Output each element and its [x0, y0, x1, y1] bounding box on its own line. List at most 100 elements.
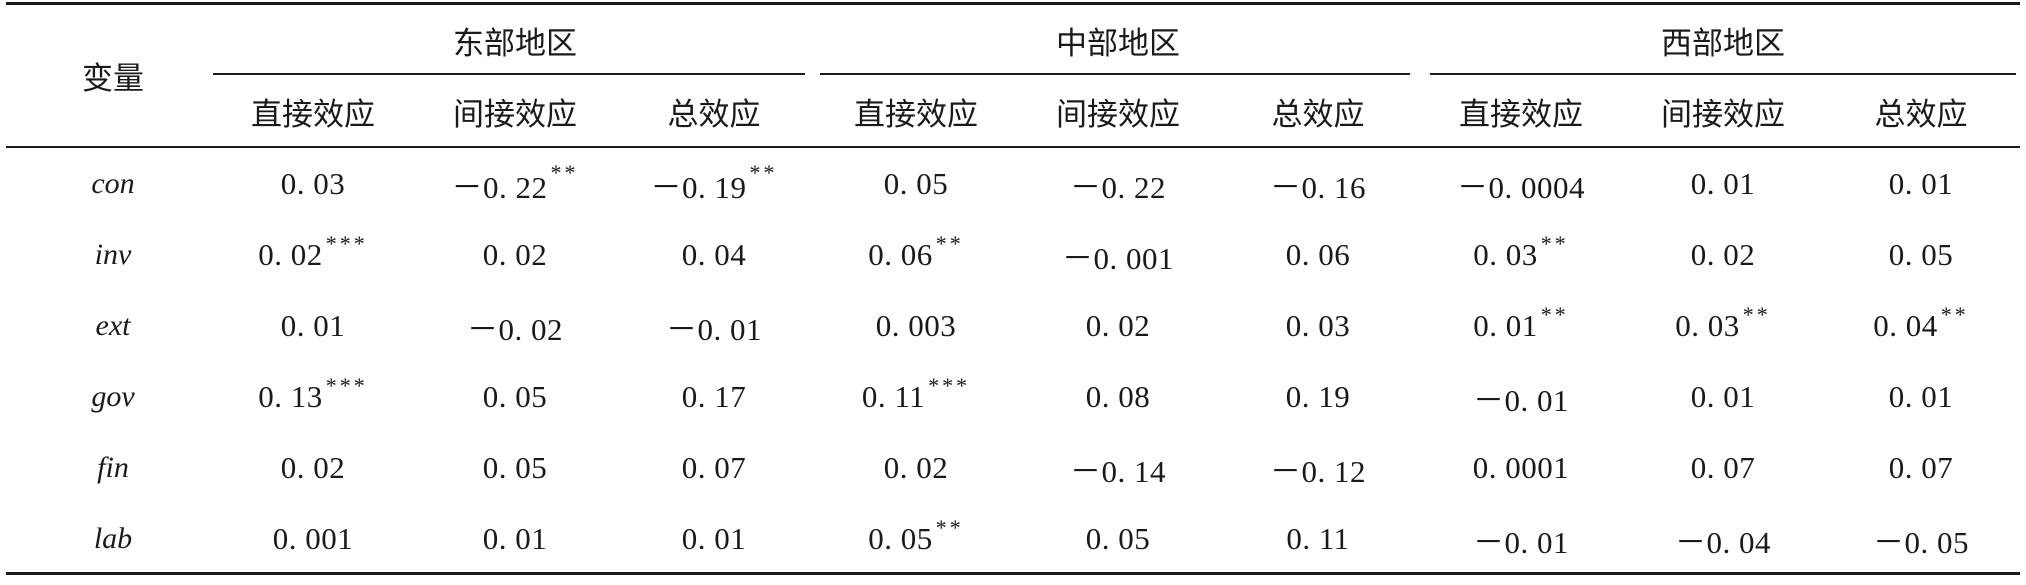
coefficient-value: 0. 01: [280, 308, 346, 343]
coefficient-cell: 0. 05: [816, 154, 1016, 214]
coefficient-cell: 0. 05: [1018, 509, 1218, 569]
coefficient-cell: 0. 03: [1218, 296, 1418, 356]
coefficient-value: 0. 01: [482, 521, 548, 556]
coefficient-cell: 0. 02 ***: [213, 225, 413, 285]
significance-stars: **: [935, 515, 964, 540]
coefficient-cell: 0. 003: [816, 296, 1016, 356]
coefficient-cell: 0. 05: [415, 438, 615, 498]
bottom-rule: [6, 572, 2020, 575]
coefficient-cell: 0. 03 **: [1623, 296, 1823, 356]
coefficient-cell: 0. 001: [213, 509, 413, 569]
coefficient-cell: 0. 01: [415, 509, 615, 569]
coefficient-cell: －0. 01: [614, 296, 814, 356]
coefficient-value: 0. 05: [482, 379, 548, 414]
significance-stars: **: [1940, 302, 1969, 327]
coefficient-value: －0. 12: [1270, 453, 1366, 489]
coefficient-cell: －0. 12: [1218, 438, 1418, 498]
effect-column-header: 间接效应: [453, 96, 577, 133]
coefficient-value: 0. 05: [1888, 237, 1954, 272]
coefficient-value: 0. 17: [681, 379, 747, 414]
coefficient-cell: 0. 19: [1218, 367, 1418, 427]
significance-stars: **: [749, 160, 778, 185]
coefficient-value: 0. 03: [1285, 308, 1351, 343]
coefficient-cell: 0. 02: [816, 438, 1016, 498]
variable-name: con: [91, 167, 135, 200]
coefficient-cell: －0. 01: [1421, 509, 1621, 569]
row-header-label: 变量: [82, 61, 144, 97]
coefficient-value: 0. 02: [280, 450, 346, 485]
group-underline: [213, 73, 805, 75]
coefficient-value: －0. 14: [1070, 453, 1166, 489]
coefficient-cell: 0. 04: [614, 225, 814, 285]
coefficient-cell: －0. 14: [1018, 438, 1218, 498]
coefficient-cell: 0. 06: [1218, 225, 1418, 285]
significance-stars: **: [1540, 231, 1569, 256]
coefficient-value: 0. 01: [1690, 166, 1756, 201]
coefficient-cell: 0. 07: [1821, 438, 2021, 498]
coefficient-value: －0. 16: [1270, 169, 1366, 205]
significance-stars: **: [1540, 302, 1569, 327]
coefficient-cell: 0. 11: [1218, 509, 1418, 569]
coefficient-cell: －0. 01: [1421, 367, 1621, 427]
coefficient-cell: 0. 0001: [1421, 438, 1621, 498]
coefficient-cell: 0. 03 **: [1421, 225, 1621, 285]
effect-column-header: 间接效应: [1661, 96, 1785, 133]
coefficient-value: 0. 0001: [1472, 450, 1570, 485]
coefficient-value: 0. 11: [1286, 521, 1350, 556]
coefficient-cell: 0. 01: [1821, 154, 2021, 214]
coefficient-cell: －0. 19 **: [614, 154, 814, 214]
coefficient-cell: －0. 02: [415, 296, 615, 356]
coefficient-value: 0. 01: [1888, 166, 1954, 201]
coefficient-cell: 0. 02: [1018, 296, 1218, 356]
significance-stars: ***: [325, 231, 368, 256]
coefficient-value: 0. 02: [1690, 237, 1756, 272]
coefficient-value: 0. 05: [883, 166, 949, 201]
significance-stars: **: [1742, 302, 1771, 327]
coefficient-value: 0. 03: [1473, 237, 1538, 272]
coefficient-cell: －0. 001: [1018, 225, 1218, 285]
top-rule: [6, 2, 2020, 5]
coefficient-value: 0. 07: [1888, 450, 1954, 485]
coefficient-value: 0. 01: [1888, 379, 1954, 414]
coefficient-value: 0. 11: [861, 379, 926, 414]
coefficient-value: 0. 02: [1085, 308, 1151, 343]
coefficient-value: －0. 05: [1873, 524, 1969, 560]
coefficient-value: －0. 01: [1473, 382, 1569, 418]
coefficient-value: －0. 0004: [1457, 169, 1585, 205]
coefficient-value: 0. 05: [868, 521, 933, 556]
coefficient-cell: 0. 08: [1018, 367, 1218, 427]
significance-stars: ***: [325, 373, 368, 398]
region-group-header: 西部地区: [1661, 25, 1785, 62]
coefficient-value: 0. 001: [272, 521, 354, 556]
significance-stars: ***: [928, 373, 971, 398]
coefficient-cell: 0. 13 ***: [213, 367, 413, 427]
coefficient-value: 0. 07: [681, 450, 747, 485]
coefficient-cell: 0. 05 **: [816, 509, 1016, 569]
coefficient-cell: 0. 05: [415, 367, 615, 427]
coefficient-cell: －0. 22 **: [415, 154, 615, 214]
coefficient-value: －0. 04: [1675, 524, 1771, 560]
significance-stars: **: [550, 160, 579, 185]
coefficient-cell: －0. 0004: [1421, 154, 1621, 214]
effect-column-header: 总效应: [1271, 96, 1365, 133]
variable-name: inv: [94, 238, 132, 271]
coefficient-value: 0. 05: [482, 450, 548, 485]
coefficient-cell: 0. 01 **: [1421, 296, 1621, 356]
coefficient-value: 0. 01: [1690, 379, 1756, 414]
coefficient-cell: 0. 03: [213, 154, 413, 214]
coefficient-value: －0. 22: [1070, 169, 1166, 205]
coefficient-cell: 0. 17: [614, 367, 814, 427]
coefficient-cell: 0. 07: [614, 438, 814, 498]
coefficient-cell: 0. 02: [415, 225, 615, 285]
coefficient-cell: 0. 04 **: [1821, 296, 2021, 356]
coefficient-cell: 0. 07: [1623, 438, 1823, 498]
coefficient-value: －0. 01: [666, 311, 762, 347]
effect-column-header: 直接效应: [251, 96, 375, 133]
variable-name: gov: [91, 380, 135, 413]
coefficient-value: 0. 02: [258, 237, 323, 272]
coefficient-cell: 0. 01: [614, 509, 814, 569]
coefficient-value: 0. 003: [875, 308, 957, 343]
group-underline: [1430, 73, 2016, 75]
